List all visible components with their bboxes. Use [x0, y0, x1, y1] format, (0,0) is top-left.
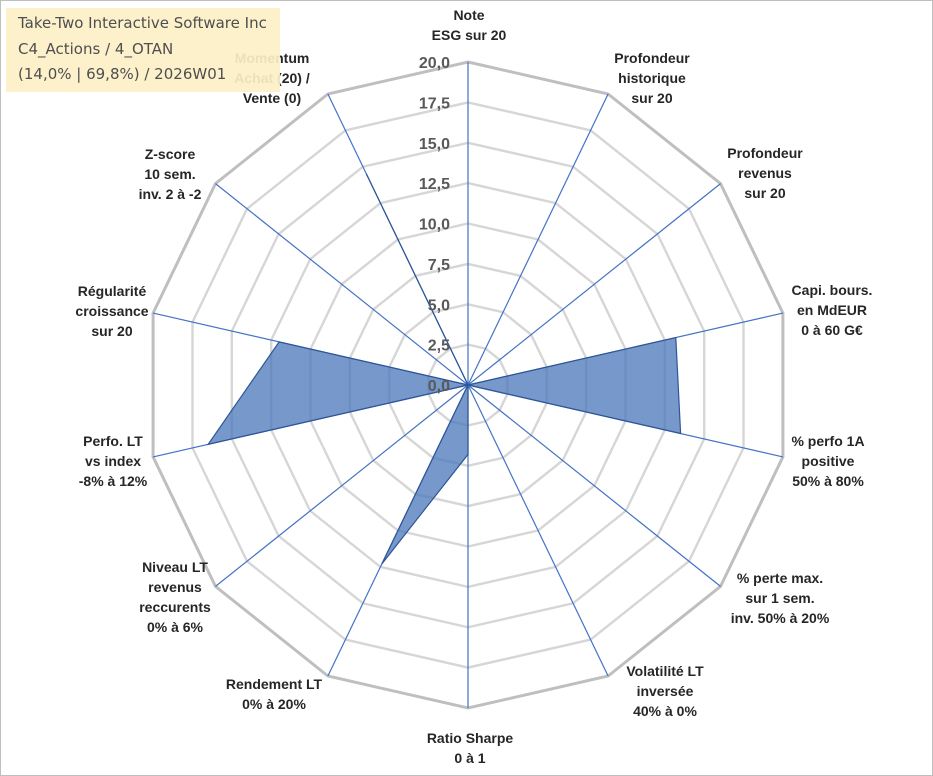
tick-label: 0,0 — [428, 378, 450, 395]
axis-label-line: Rendement LT — [226, 676, 323, 692]
axis-labels: Note ESG sur 20 Profondeur historique sur 20… — [75, 7, 872, 766]
axis-label-line: sur 1 sem. — [745, 590, 814, 606]
radar-spoke — [467, 183, 721, 386]
title-category: C4_Actions / 4_OTAN — [18, 40, 174, 58]
axis-label-line: Profondeur — [614, 50, 690, 66]
axis-label-7: Ratio Sharpe 0 à 1 — [427, 730, 514, 766]
title-company: Take-Two Interactive Software Inc — [18, 14, 267, 32]
axis-label-line: inv. 2 à -2 — [139, 186, 202, 202]
axis-label-5: % perte max. sur 1 sem. inv. 50% à 20% — [731, 570, 830, 626]
axis-label-line: vs index — [85, 453, 141, 469]
axis-label-3: Capi. bours. en MdEUR 0 à 60 G€ — [792, 282, 873, 338]
axis-label-11: Régularité croissance sur 20 — [75, 283, 148, 339]
axis-label-line: reccurents — [139, 599, 211, 615]
radar-spoke — [215, 384, 469, 587]
radar-spoke — [215, 183, 469, 386]
title-stats: (14,0% | 69,8%) / 2026W01 — [18, 65, 227, 83]
axis-label-line: -8% à 12% — [79, 473, 148, 489]
axis-label-line: 0% à 6% — [147, 619, 204, 635]
title-box: Take-Two Interactive Software Inc C4_Act… — [6, 8, 280, 92]
tick-label: 17,5 — [419, 95, 450, 112]
tick-label: 15,0 — [419, 136, 450, 153]
axis-label-line: Ratio Sharpe — [427, 730, 514, 746]
radar-spoke — [467, 384, 721, 587]
tick-label: 10,0 — [419, 217, 450, 234]
axis-label-line: 0 à 1 — [454, 750, 485, 766]
axis-label-line: en MdEUR — [797, 302, 867, 318]
axis-label-0: Note ESG sur 20 — [432, 7, 507, 43]
axis-label-line: sur 20 — [631, 90, 672, 106]
axis-label-line: Capi. bours. — [792, 282, 873, 298]
axis-label-line: Note — [453, 7, 484, 23]
axis-label-2: Profondeur revenus sur 20 — [727, 145, 803, 201]
radar-spoke — [467, 93, 609, 386]
series-area — [206, 173, 682, 565]
axis-label-line: 10 sem. — [144, 166, 195, 182]
axis-label-line: 0% à 20% — [242, 696, 306, 712]
radar-spoke — [467, 384, 609, 677]
axis-label-line: Profondeur — [727, 145, 803, 161]
axis-label-line: croissance — [75, 303, 148, 319]
axis-label-line: % perfo 1A — [791, 433, 864, 449]
axis-label-line: Régularité — [78, 283, 147, 299]
axis-label-4: % perfo 1A positive 50% à 80% — [791, 433, 864, 489]
axis-label-line: Volatilité LT — [626, 663, 704, 679]
axis-label-9: Niveau LT revenus reccurents 0% à 6% — [139, 559, 211, 635]
axis-label-line: revenus — [148, 579, 202, 595]
axis-label-line: sur 20 — [744, 185, 785, 201]
axis-label-6: Volatilité LT inversée 40% à 0% — [626, 663, 704, 719]
axis-label-10: Perfo. LT vs index -8% à 12% — [79, 433, 148, 489]
radial-tick-labels: 0,0 2,5 5,0 7,5 10,0 12,5 15,0 17,5 20,0 — [419, 55, 450, 395]
axis-label-line: Vente (0) — [243, 90, 301, 106]
axis-label-line: % perte max. — [737, 570, 823, 586]
axis-label-line: 50% à 80% — [792, 473, 864, 489]
tick-label: 5,0 — [428, 297, 450, 314]
axis-label-line: sur 20 — [91, 323, 132, 339]
axis-label-line: Niveau LT — [142, 559, 208, 575]
axis-label-line: historique — [618, 70, 686, 86]
tick-label: 12,5 — [419, 176, 450, 193]
axis-label-line: 40% à 0% — [633, 703, 697, 719]
radar-series — [206, 173, 682, 565]
axis-label-line: 0 à 60 G€ — [801, 322, 863, 338]
axis-label-8: Rendement LT 0% à 20% — [226, 676, 323, 712]
tick-label: 2,5 — [428, 338, 450, 355]
tick-label: 20,0 — [419, 55, 450, 72]
axis-label-line: positive — [802, 453, 855, 469]
axis-label-line: ESG sur 20 — [432, 27, 507, 43]
axis-label-line: Perfo. LT — [83, 433, 143, 449]
axis-label-12: Z-score 10 sem. inv. 2 à -2 — [139, 146, 202, 202]
axis-label-line: revenus — [738, 165, 792, 181]
axis-label-line: inv. 50% à 20% — [731, 610, 830, 626]
tick-label: 7,5 — [428, 257, 450, 274]
axis-label-line: inversée — [637, 683, 694, 699]
axis-label-1: Profondeur historique sur 20 — [614, 50, 690, 106]
axis-label-line: Z-score — [145, 146, 196, 162]
